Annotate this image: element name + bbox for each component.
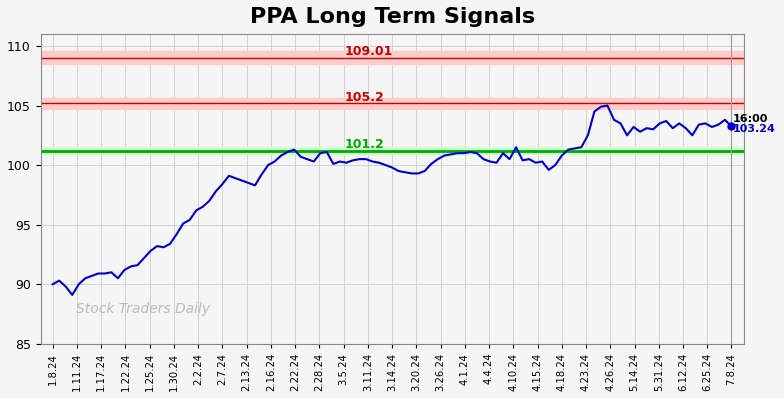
Text: Stock Traders Daily: Stock Traders Daily [76,302,210,316]
Text: 109.01: 109.01 [344,45,393,59]
Text: 103.24: 103.24 [733,125,775,135]
Title: PPA Long Term Signals: PPA Long Term Signals [249,7,535,27]
Text: 101.2: 101.2 [344,139,384,151]
Bar [41,98,743,109]
Text: 16:00: 16:00 [733,114,768,124]
Text: 105.2: 105.2 [344,91,384,104]
Bar [41,51,743,64]
Bar [41,147,743,154]
